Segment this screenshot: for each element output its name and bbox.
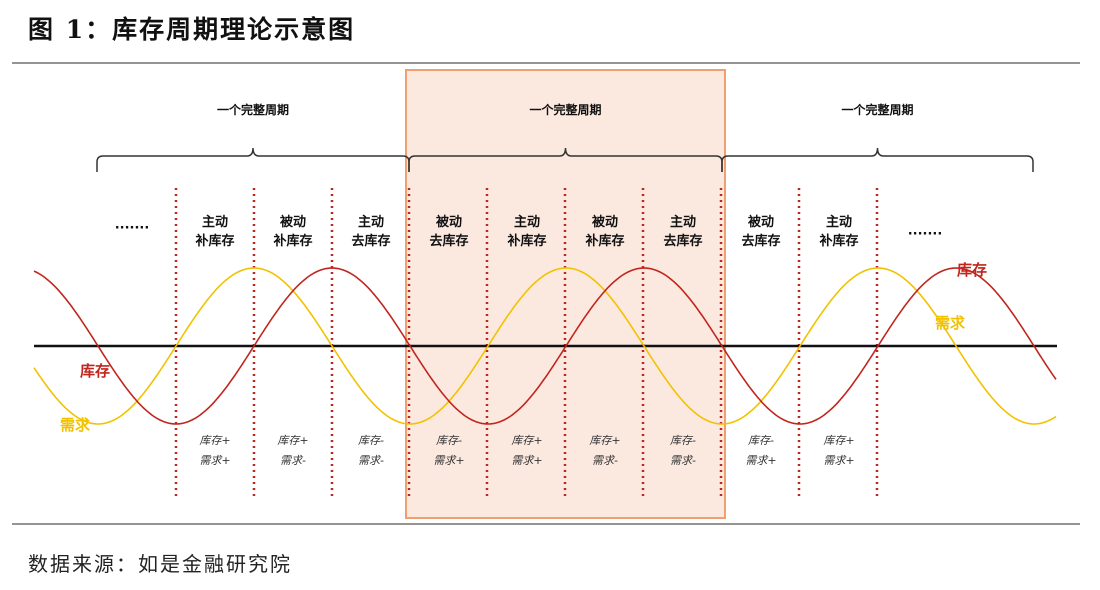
inventory-sign: 库存+	[511, 434, 542, 447]
demand-sign: 需求-	[358, 454, 384, 467]
inventory-sign: 库存-	[748, 434, 774, 447]
highlighted-cycle-box	[405, 69, 726, 519]
phase-label-line2: 补库存	[818, 233, 858, 249]
inventory-sign: 库存-	[670, 434, 696, 447]
phase-label-line1: 主动	[202, 214, 228, 230]
inventory-curve	[33, 267, 1057, 425]
inventory-sign: 库存+	[589, 434, 620, 447]
demand-sign: 需求+	[433, 454, 464, 467]
cycle-label: 一个完整周期	[217, 102, 289, 117]
phase-label-line1: 被动	[591, 214, 618, 230]
demand-curve	[33, 267, 1057, 425]
inventory-label-left: 库存	[80, 362, 110, 380]
demand-label-left: 需求	[60, 416, 91, 434]
demand-sign: 需求+	[745, 454, 776, 467]
cycle-brace	[721, 147, 1034, 172]
demand-sign: 需求-	[670, 454, 696, 467]
cycle-brace	[96, 147, 410, 172]
inventory-sign: 库存-	[436, 434, 462, 447]
cycle-brace	[408, 147, 723, 172]
phase-label-line1: 被动	[747, 214, 774, 230]
ellipsis-right: ·······	[908, 227, 943, 242]
demand-sign: 需求-	[592, 454, 618, 467]
demand-sign: 需求+	[823, 454, 854, 467]
inventory-sign: 库存-	[358, 434, 384, 447]
cycle-label: 一个完整周期	[841, 102, 913, 117]
inventory-sign: 库存+	[277, 434, 308, 447]
phase-label-line2: 补库存	[194, 233, 234, 249]
demand-sign: 需求+	[511, 454, 542, 467]
inventory-sign: 库存+	[823, 434, 854, 447]
cycle-label: 一个完整周期	[529, 102, 601, 117]
figure-title: 图 1：库存周期理论示意图	[28, 15, 356, 44]
phase-label-line2: 补库存	[272, 233, 312, 249]
ellipsis-left: ·······	[115, 221, 150, 236]
phase-label-line2: 补库存	[584, 233, 624, 249]
phase-label-line1: 被动	[435, 214, 462, 230]
phase-label-line2: 补库存	[506, 233, 546, 249]
demand-sign: 需求-	[280, 454, 306, 467]
demand-sign: 需求+	[199, 454, 230, 467]
phase-label-line1: 主动	[670, 214, 696, 230]
phase-label-line1: 主动	[358, 214, 384, 230]
phase-label-line2: 去库存	[663, 233, 702, 249]
phase-label-line1: 主动	[826, 214, 852, 230]
inventory-label-right: 库存	[957, 261, 987, 279]
demand-label-right: 需求	[935, 314, 966, 332]
phase-label-line2: 去库存	[429, 233, 468, 249]
phase-label-line2: 去库存	[741, 233, 780, 249]
phase-label-line1: 被动	[279, 214, 306, 230]
inventory-sign: 库存+	[199, 434, 230, 447]
source-note: 数据来源：如是金融研究院	[28, 552, 292, 576]
phase-label-line2: 去库存	[351, 233, 390, 249]
phase-label-line1: 主动	[514, 214, 540, 230]
